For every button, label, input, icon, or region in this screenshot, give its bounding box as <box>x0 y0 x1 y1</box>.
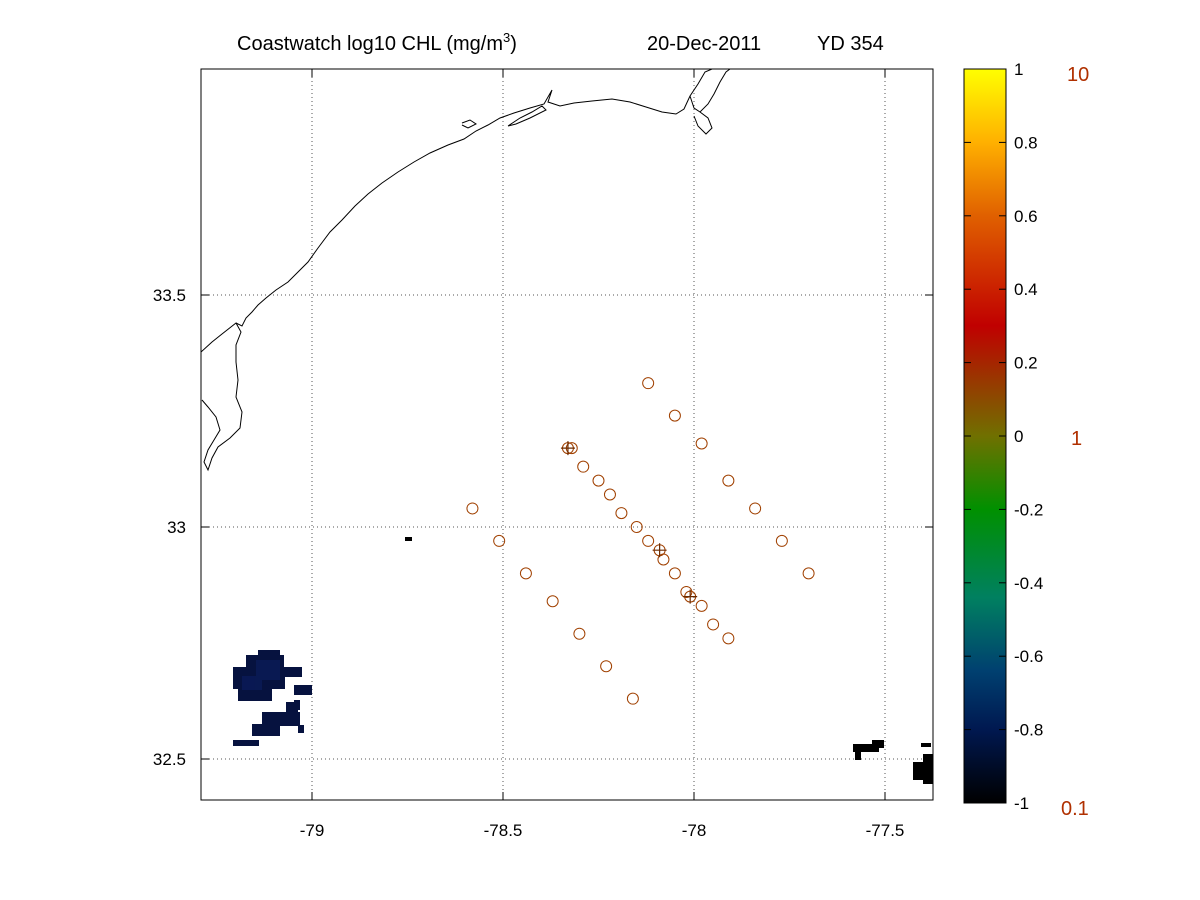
colorbar-scale-label-10: 10 <box>1067 64 1089 86</box>
station-cross-mark <box>683 589 698 604</box>
map-title: Coastwatch log10 CHL (mg/m3) <box>237 30 517 55</box>
colorbar-tick-label: -0.4 <box>1014 574 1043 593</box>
y-axis-labels: 33.5 33 32.5 <box>153 286 186 769</box>
colorbar-tick-label: 0.4 <box>1014 280 1038 299</box>
colorbar-tick-label: -0.8 <box>1014 721 1043 740</box>
station-marker <box>707 618 720 631</box>
x-tick-label: -78.5 <box>484 821 523 840</box>
station-cross-mark <box>560 441 575 456</box>
map-frame <box>200 68 934 801</box>
x-tick-label: -79 <box>300 821 325 840</box>
y-tick-label: 32.5 <box>153 750 186 769</box>
map-date: 20-Dec-2011 <box>647 33 761 55</box>
station-markers <box>466 377 815 705</box>
coastline <box>201 69 731 472</box>
station-marker <box>592 474 605 487</box>
colorbar-tick-labels: -1 -0.8 -0.6 -0.4 -0.2 0 0.2 0.4 0.6 0.8 1 <box>1014 60 1043 813</box>
chl-patch-southeast <box>853 740 933 784</box>
station-marker <box>749 502 762 515</box>
station-marker <box>775 534 788 547</box>
colorbar-tick-label: 1 <box>1014 60 1023 79</box>
x-tick-label: -77.5 <box>866 821 905 840</box>
station-cross-mark <box>652 543 667 558</box>
station-marker <box>577 460 590 473</box>
colorbar: -1 -0.8 -0.6 -0.4 -0.2 0 0.2 0.4 0.6 0.8 1 10 1 0.… <box>963 60 1089 820</box>
station-marker <box>466 502 479 515</box>
station-marker <box>680 585 693 598</box>
station-marker <box>722 632 735 645</box>
colorbar-scale-label-0-1: 0.1 <box>1061 798 1089 820</box>
station-marker <box>722 474 735 487</box>
colorbar-tick-label: 0.2 <box>1014 354 1038 373</box>
station-marker <box>615 507 628 520</box>
station-marker <box>493 534 506 547</box>
colorbar-tick-label: 0 <box>1014 427 1023 446</box>
colorbar-tick-label: -0.6 <box>1014 647 1043 666</box>
station-marker <box>668 567 681 580</box>
station-marker <box>519 567 532 580</box>
colorbar-tick-label: -1 <box>1014 794 1029 813</box>
map-yearday: YD 354 <box>817 33 884 55</box>
station-marker <box>573 627 586 640</box>
station-marker <box>695 437 708 450</box>
y-tick-label: 33 <box>167 518 186 537</box>
colorbar-tick-label: 0.8 <box>1014 133 1038 152</box>
station-marker <box>642 534 655 547</box>
map-plot-area <box>200 68 934 801</box>
y-tick-label: 33.5 <box>153 286 186 305</box>
station-marker <box>668 409 681 422</box>
station-marker <box>630 521 643 533</box>
station-marker <box>642 377 655 390</box>
station-marker <box>626 692 639 705</box>
chl-speck <box>405 537 412 541</box>
colorbar-tick-label: -0.2 <box>1014 500 1043 519</box>
station-marker <box>802 567 815 580</box>
x-tick-label: -78 <box>682 821 707 840</box>
station-marker <box>600 660 613 673</box>
station-marker <box>603 488 616 501</box>
x-axis-labels: -79 -78.5 -78 -77.5 <box>300 821 905 840</box>
colorbar-tick-label: 0.6 <box>1014 207 1038 226</box>
colorbar-scale-label-1: 1 <box>1071 428 1082 450</box>
station-marker <box>546 595 559 608</box>
station-marker <box>695 599 708 612</box>
